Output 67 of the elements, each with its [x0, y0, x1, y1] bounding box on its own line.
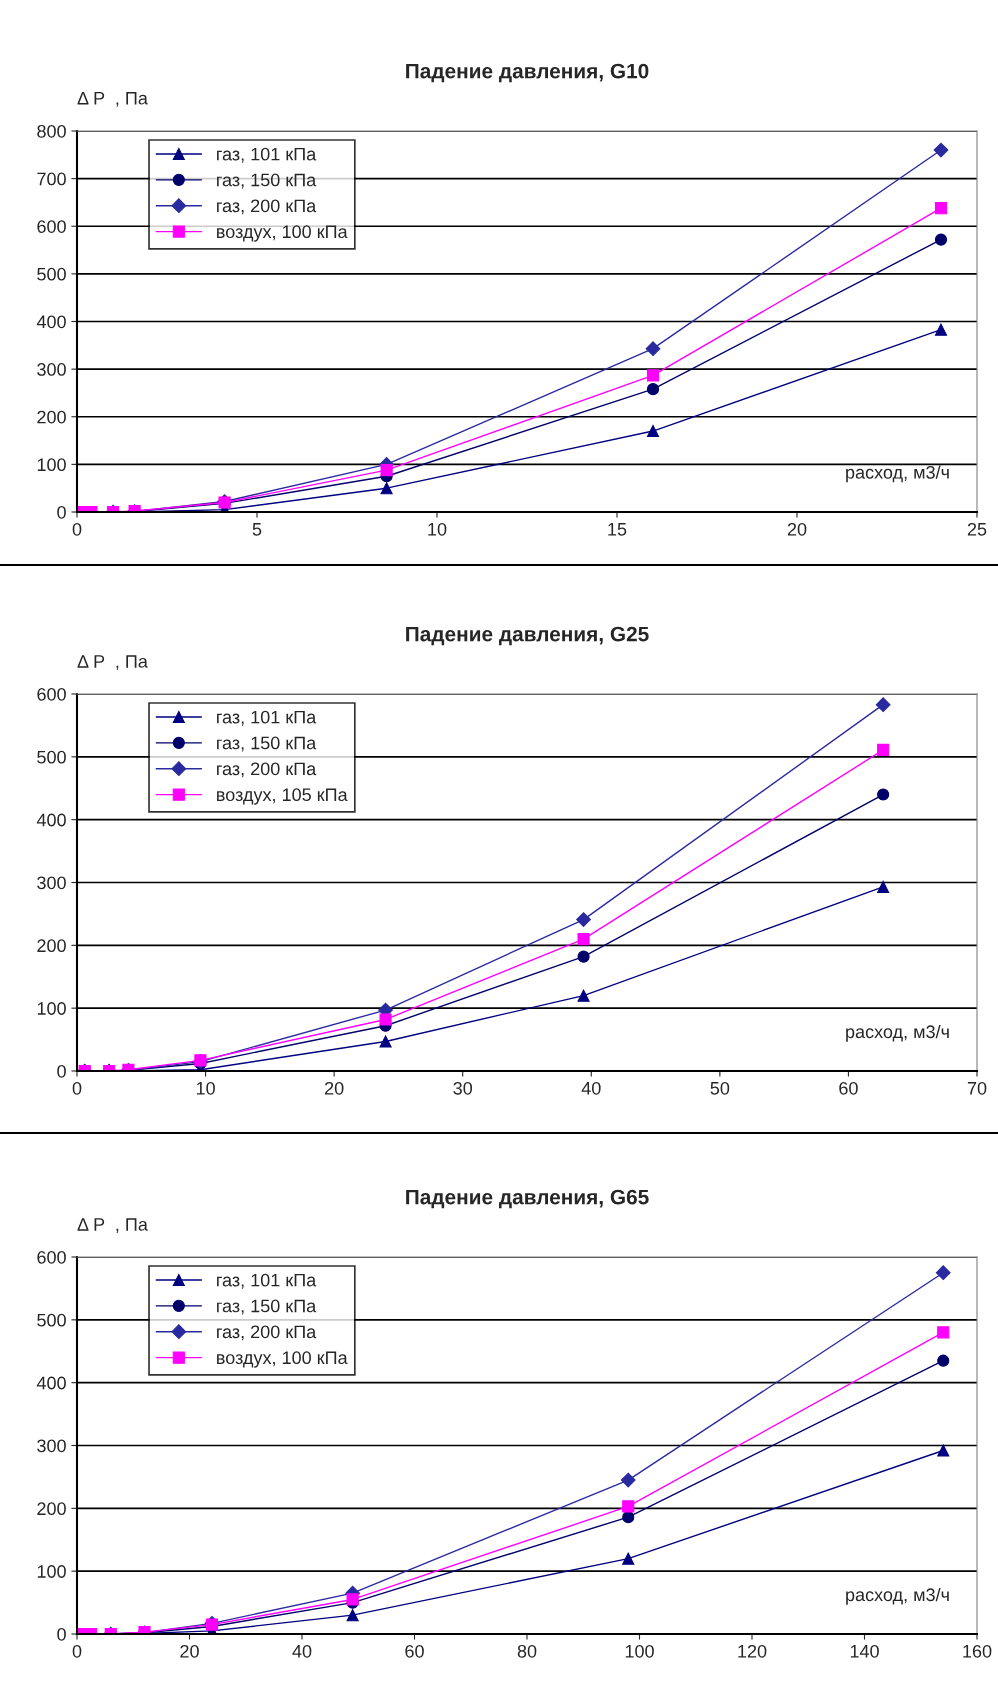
y-tick-label: 600	[37, 220, 66, 233]
legend-label: газ, 150 кПа	[217, 1299, 317, 1315]
x-tick-label: 100	[625, 1644, 654, 1658]
y-tick-label: 200	[37, 939, 66, 953]
x-tick-label: 40	[581, 1081, 601, 1095]
x-tick-label: 140	[850, 1644, 879, 1658]
x-axis-title: расход, м3/ч	[846, 465, 949, 483]
y-tick-label: 400	[36, 315, 66, 329]
x-tick-label: 60	[839, 1081, 858, 1095]
y-tick-label: 200	[37, 1502, 66, 1516]
y-tick-label: 400	[36, 813, 66, 827]
x-tick-label: 10	[428, 522, 447, 536]
y-tick-label: 0	[57, 505, 66, 519]
x-tick-label: 120	[738, 1644, 767, 1658]
legend-label: воздух, 105 кПа	[217, 788, 348, 805]
x-tick-label: 30	[453, 1081, 473, 1095]
legend-label: газ, 101 кПа	[217, 1273, 317, 1289]
x-tick-label: 15	[608, 523, 627, 536]
legend-label: газ, 150 кПа	[217, 736, 317, 752]
y-tick-label: 200	[37, 410, 66, 424]
legend-label: газ, 200 кПа	[217, 1325, 317, 1341]
y-tick-label: 0	[57, 1627, 66, 1641]
x-tick-label: 80	[517, 1644, 537, 1658]
x-tick-label: 20	[325, 1081, 344, 1095]
y-tick-label: 500	[37, 750, 66, 764]
legend-label: газ, 101 кПа	[217, 710, 317, 726]
x-tick-label: 20	[180, 1644, 199, 1658]
legend-label: газ, 101 кПа	[217, 147, 317, 163]
y-axis-title: Δ P , Па	[77, 91, 148, 107]
x-axis-title: расход, м3/ч	[846, 1024, 949, 1042]
x-tick-label: 70	[967, 1081, 987, 1095]
y-tick-label: 400	[36, 1376, 66, 1390]
y-axis-title: Δ P , Па	[77, 1218, 148, 1233]
x-tick-label: 40	[292, 1644, 312, 1658]
y-tick-label: 0	[57, 1064, 66, 1078]
legend-label: газ, 200 кПа	[217, 199, 317, 215]
y-tick-label: 300	[37, 1439, 66, 1453]
x-tick-label: 0	[72, 1081, 82, 1095]
y-tick-label: 100	[37, 458, 66, 472]
x-tick-label: 160	[963, 1644, 992, 1658]
y-tick-label: 500	[37, 267, 66, 281]
x-tick-label: 0	[72, 1644, 82, 1658]
y-tick-label: 100	[37, 1565, 66, 1578]
y-tick-label: 600	[37, 1250, 66, 1264]
chart-title: Падение давления, G25	[406, 626, 649, 646]
x-tick-label: 25	[967, 522, 987, 536]
y-axis-title: Δ P , Па	[77, 655, 148, 670]
legend-label: воздух, 100 кПа	[217, 1351, 348, 1368]
y-tick-label: 800	[37, 124, 66, 138]
x-tick-label: 50	[710, 1081, 730, 1095]
x-tick-label: 10	[196, 1081, 215, 1095]
y-tick-label: 500	[37, 1313, 66, 1327]
legend-label: воздух, 100 кПа	[217, 225, 348, 242]
x-tick-label: 20	[787, 522, 807, 536]
y-tick-label: 300	[37, 876, 66, 890]
y-tick-label: 700	[37, 172, 66, 186]
legend-label: газ, 200 кПа	[217, 762, 317, 778]
x-tick-label: 0	[72, 522, 82, 536]
x-tick-label: 5	[252, 523, 262, 536]
y-tick-label: 100	[37, 1002, 66, 1015]
legend-label: газ, 150 кПа	[217, 173, 317, 189]
y-tick-label: 300	[37, 363, 66, 376]
chart-title: Падение давления, G10	[406, 63, 649, 83]
chart-title: Падение давления, G65	[406, 1189, 649, 1209]
x-tick-label: 60	[405, 1644, 424, 1658]
y-tick-label: 600	[37, 687, 66, 701]
x-axis-title: расход, м3/ч	[846, 1587, 949, 1605]
